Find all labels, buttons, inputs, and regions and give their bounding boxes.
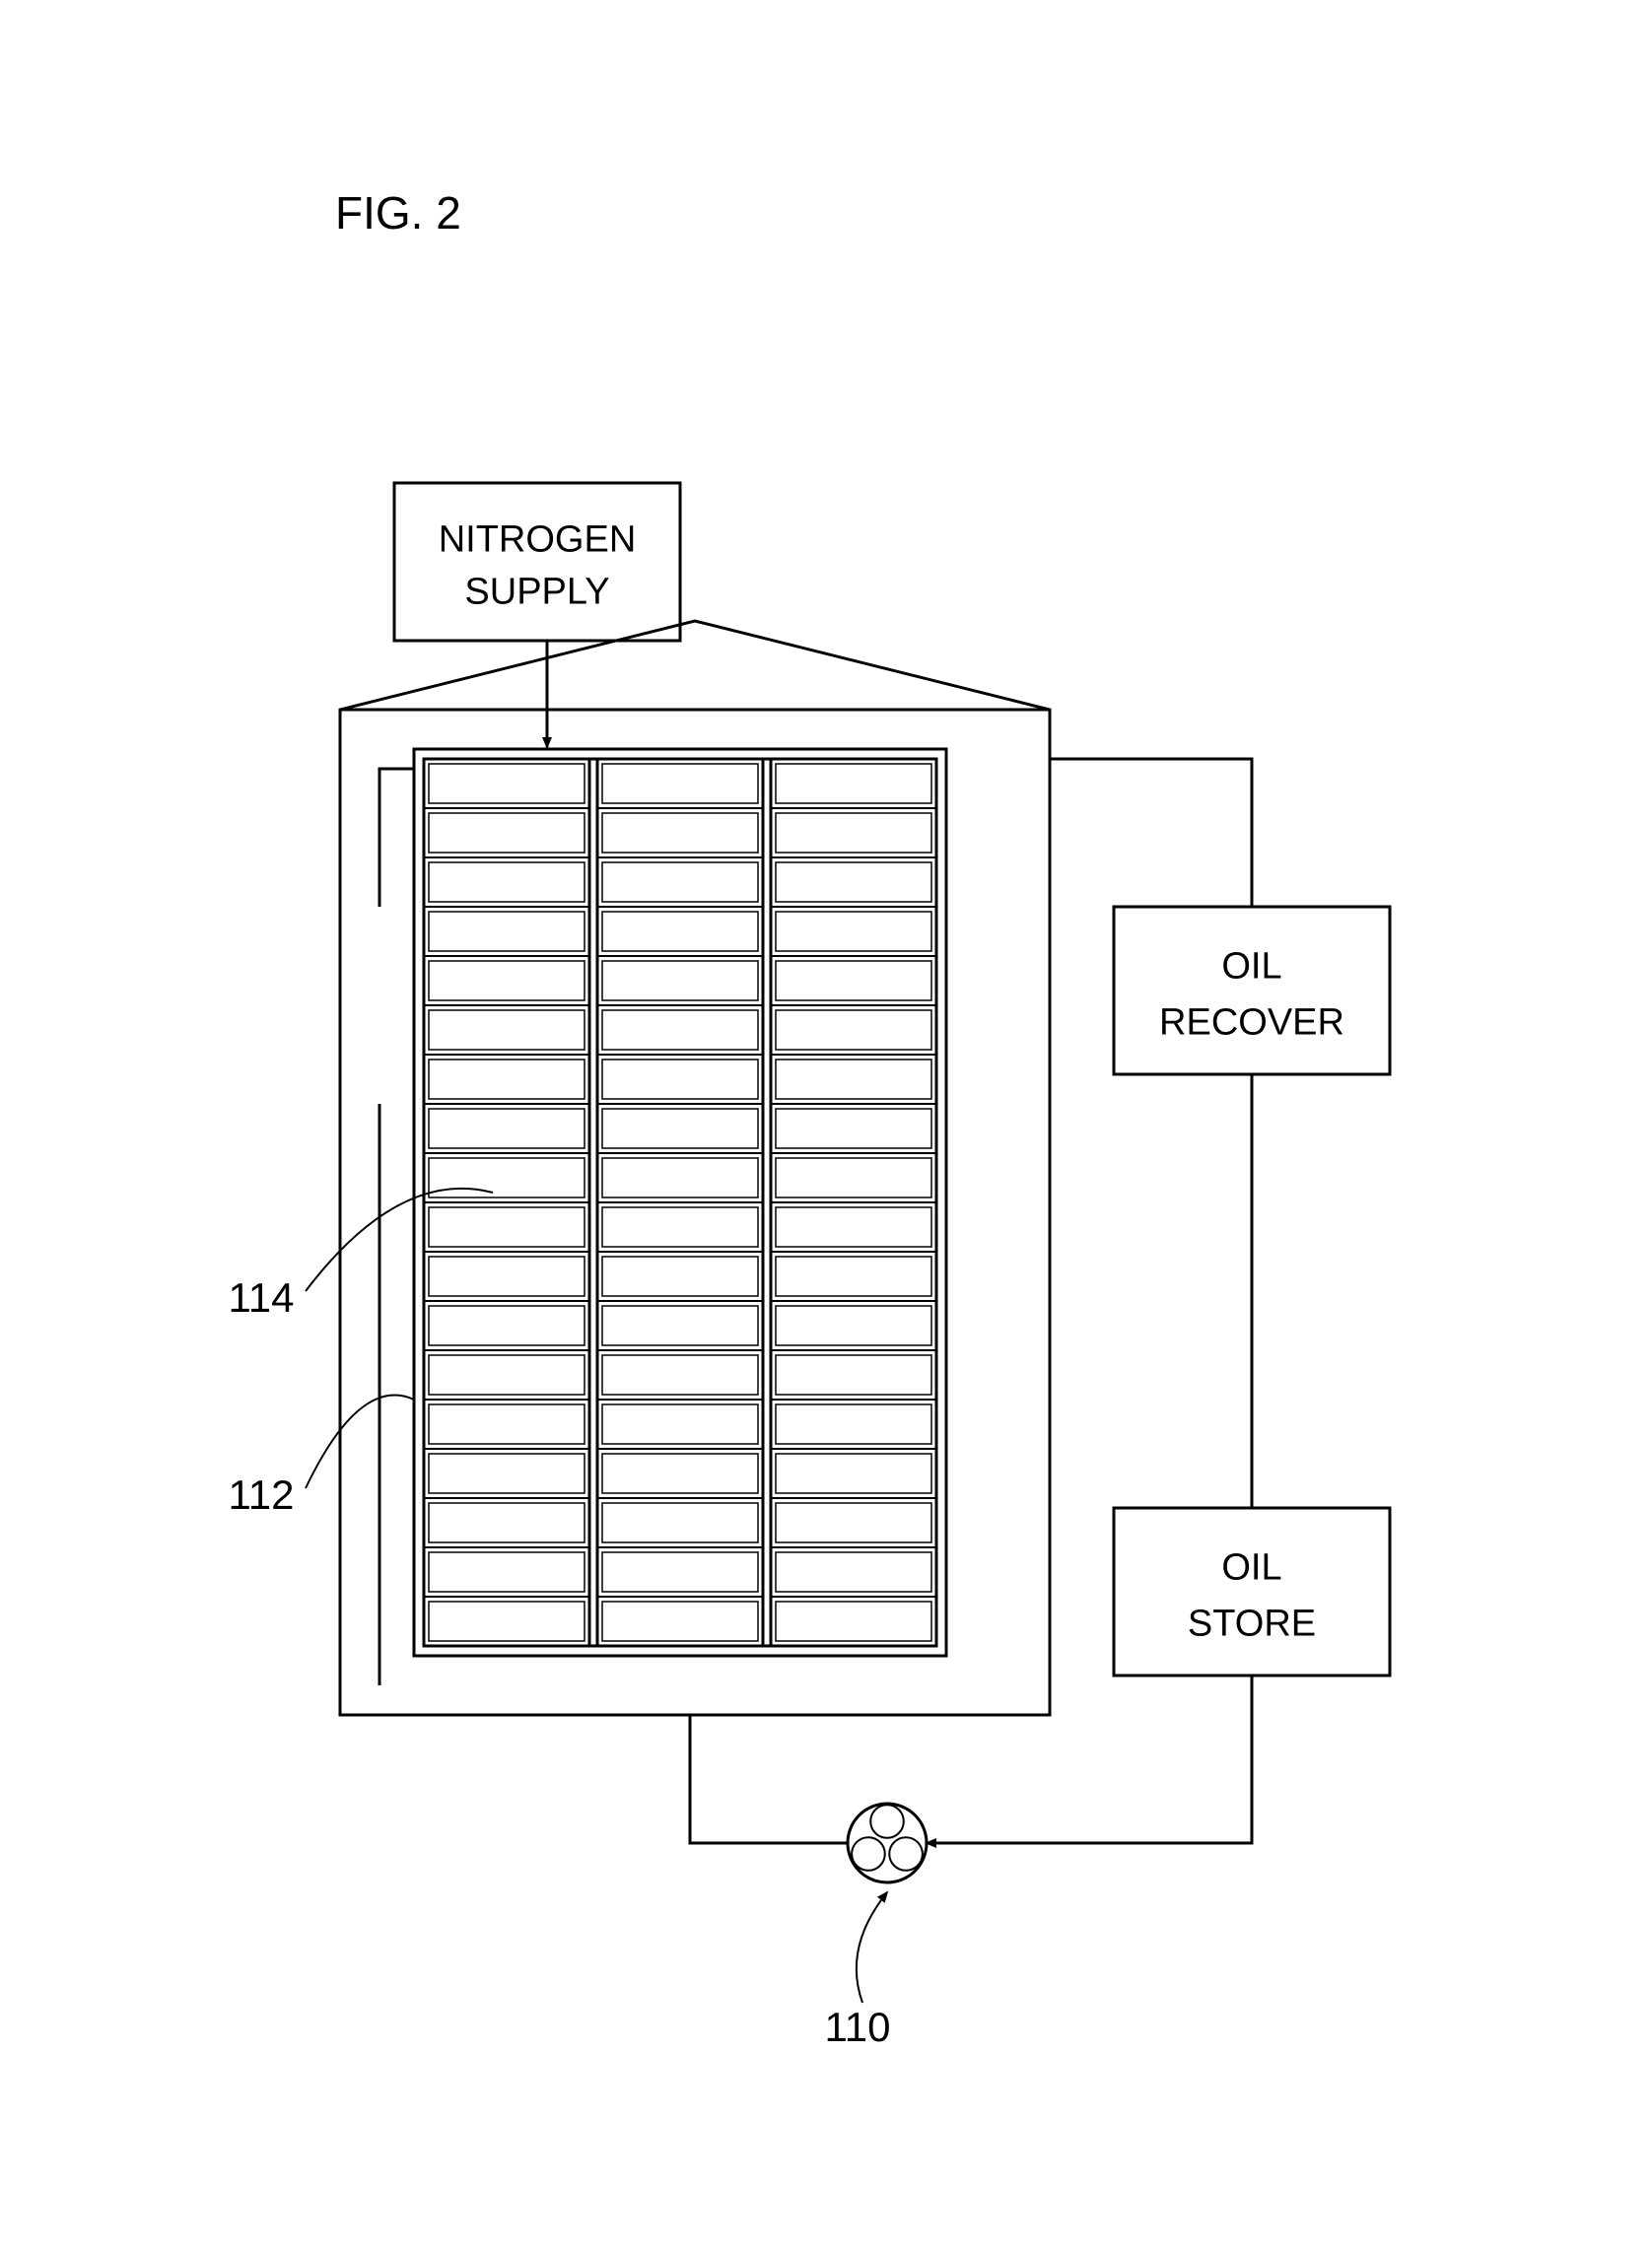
nitrogen-supply-block: [394, 483, 680, 641]
rack-cell: [602, 813, 758, 853]
vessel-enclosure: [340, 621, 1050, 1715]
pipe-store-to-pump: [927, 1676, 1252, 1843]
pipe-vessel-to-recover: [1050, 759, 1252, 907]
rack-cell: [776, 1010, 931, 1050]
rack-cell: [776, 1306, 931, 1345]
rack-cell: [602, 961, 758, 1000]
rack-cell: [429, 1060, 585, 1099]
rack-cell: [776, 1602, 931, 1641]
rack-cell: [776, 1257, 931, 1296]
rack-cell: [429, 1010, 585, 1050]
rack-cell: [602, 1207, 758, 1247]
oil-store-block-label: OIL: [1221, 1547, 1281, 1589]
callout-114-leader: [306, 1189, 493, 1291]
rack-cell: [429, 1257, 585, 1296]
rack-cell: [602, 1552, 758, 1592]
oil-store-block: [1114, 1508, 1390, 1676]
figure-title: FIG. 2: [335, 187, 461, 239]
callout-112-label: 112: [229, 1471, 295, 1518]
callout-110-label: 110: [825, 2004, 891, 2050]
rack-cell: [776, 1454, 931, 1493]
rack-cell: [776, 764, 931, 803]
oil-recover-block-label: RECOVER: [1159, 1001, 1344, 1043]
rack-cell: [776, 912, 931, 951]
rack-cell: [429, 764, 585, 803]
rack-cell: [602, 1602, 758, 1641]
rack-cell: [429, 1454, 585, 1493]
rack-cell: [776, 1503, 931, 1542]
rack-cell: [429, 1602, 585, 1641]
rack-cell: [602, 1010, 758, 1050]
rack-cell: [429, 1552, 585, 1592]
rack-cell: [776, 1158, 931, 1197]
rack-cell: [776, 1060, 931, 1099]
rack-cell: [602, 1109, 758, 1148]
rack-cell: [429, 1355, 585, 1395]
rack-cell: [776, 1552, 931, 1592]
nitrogen-supply-block-label: SUPPLY: [464, 572, 609, 613]
rack-cell: [776, 1355, 931, 1395]
rack-cell: [602, 1158, 758, 1197]
rack-cell: [429, 862, 585, 902]
callout-114-label: 114: [229, 1274, 295, 1321]
rack-cell: [429, 1109, 585, 1148]
rack-cell: [602, 1355, 758, 1395]
nitrogen-supply-block-label: NITROGEN: [439, 518, 637, 560]
rack-cell: [602, 1306, 758, 1345]
callout-112-leader: [306, 1396, 414, 1488]
rack-cell: [776, 961, 931, 1000]
rack-cell: [429, 1503, 585, 1542]
rack-cell: [776, 862, 931, 902]
rack-cell: [429, 1404, 585, 1444]
rack-cell: [429, 813, 585, 853]
rack-cell: [776, 1109, 931, 1148]
callout-110-leader: [857, 1892, 887, 2003]
rack-cell: [602, 1503, 758, 1542]
rack-cell: [429, 1158, 585, 1197]
oil-recover-block: [1114, 907, 1390, 1074]
rack-cell: [602, 912, 758, 951]
rack-cell: [776, 1404, 931, 1444]
rack-cell: [776, 813, 931, 853]
rack-cell: [429, 961, 585, 1000]
rack-cell: [776, 1207, 931, 1247]
pipe-vessel-to-pump: [690, 1715, 848, 1843]
rack-cell: [429, 1207, 585, 1247]
pump-icon: [848, 1804, 927, 1882]
rack-cell: [429, 912, 585, 951]
oil-store-block-label: STORE: [1188, 1603, 1316, 1644]
rack-cell: [602, 764, 758, 803]
rack-cell: [602, 1404, 758, 1444]
rack-cell: [602, 862, 758, 902]
rack-cell: [429, 1306, 585, 1345]
rack-cell: [602, 1060, 758, 1099]
rack-cell: [602, 1257, 758, 1296]
oil-recover-block-label: OIL: [1221, 946, 1281, 988]
rack-cell: [602, 1454, 758, 1493]
